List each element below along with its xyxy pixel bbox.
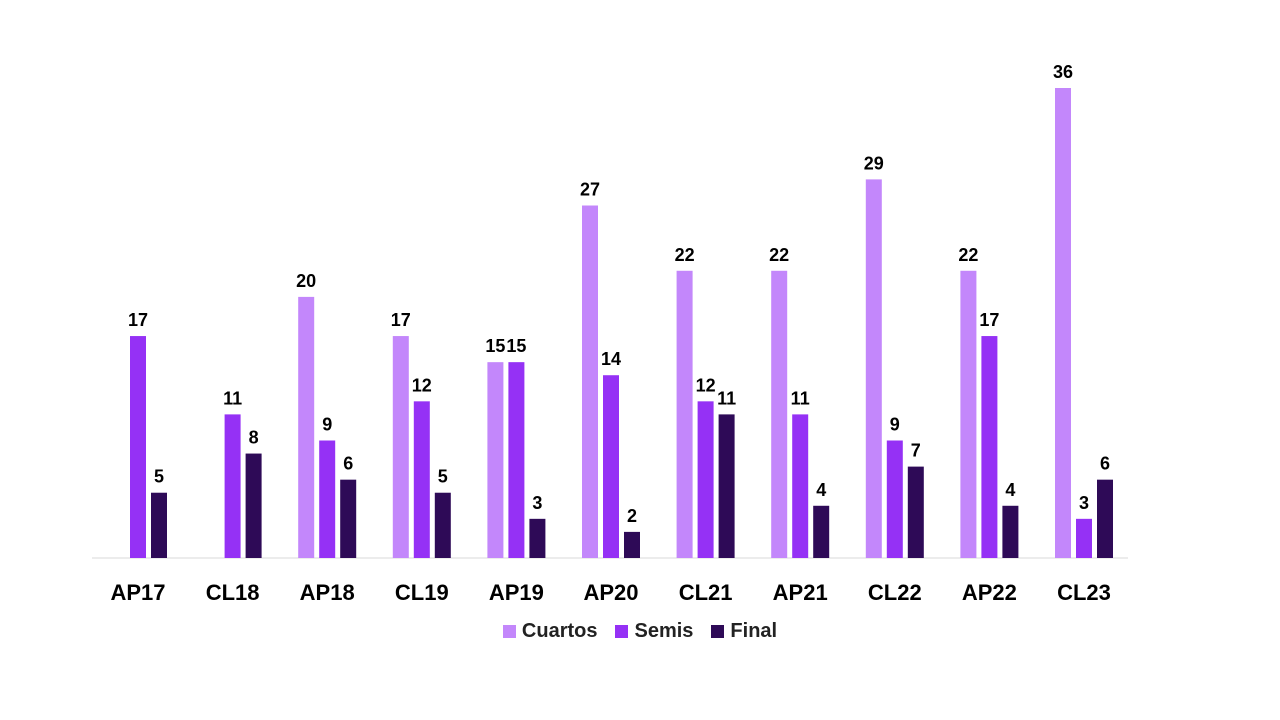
category-label-cl22: CL22 [868, 580, 922, 605]
value-label-cuartos-cl21: 22 [675, 245, 695, 265]
bar-semis-ap17 [130, 336, 146, 558]
value-label-semis-ap20: 14 [601, 349, 621, 369]
value-label-cuartos-cl19: 17 [391, 310, 411, 330]
value-label-semis-ap19: 15 [506, 336, 526, 356]
category-label-ap20: AP20 [583, 580, 638, 605]
value-label-final-ap20: 2 [627, 506, 637, 526]
bar-semis-cl19 [413, 401, 430, 558]
value-label-final-ap22: 4 [1005, 480, 1015, 500]
value-label-cuartos-ap18: 20 [296, 271, 316, 291]
bar-cuartos-ap18 [298, 296, 315, 558]
value-label-final-ap17: 5 [154, 467, 164, 487]
category-label-cl21: CL21 [679, 580, 733, 605]
bar-final-cl18 [245, 453, 262, 558]
category-labels-group: AP17 CL18 AP18 CL19 AP19 AP20 CL21 AP21 CL22 AP22… [110, 580, 1110, 605]
bar-semis-cl21 [697, 401, 714, 558]
bar-final-ap19 [529, 518, 546, 558]
value-label-semis-cl22: 9 [890, 415, 900, 435]
bar-cuartos-cl23 [1055, 88, 1071, 558]
bar-final-cl19 [434, 492, 451, 558]
bar-cuartos-ap20 [582, 205, 598, 558]
value-label-cuartos-ap19: 15 [485, 336, 505, 356]
value-label-final-cl23: 6 [1100, 454, 1110, 474]
legend-swatch-cuartos [502, 625, 516, 638]
bar-semis-cl23 [1076, 518, 1092, 558]
bar-semis-ap21 [792, 414, 809, 558]
legend-label-final: Final [730, 620, 778, 642]
value-label-final-ap18: 6 [343, 454, 353, 474]
value-label-final-cl19: 5 [438, 467, 448, 487]
value-label-cuartos-ap21: 22 [769, 245, 789, 265]
bar-semis-cl22 [886, 440, 903, 558]
value-label-semis-ap21: 11 [791, 388, 810, 408]
bar-cuartos-ap21 [771, 270, 788, 558]
value-label-cuartos-cl22: 29 [864, 153, 884, 173]
bar-final-ap17 [151, 492, 167, 558]
bar-final-cl23 [1097, 479, 1113, 558]
category-label-ap22: AP22 [962, 580, 1017, 605]
bar-cuartos-cl19 [392, 336, 409, 558]
legend: Cuartos Semis Final [0, 620, 1280, 643]
bar-semis-ap20 [603, 375, 619, 558]
bar-cuartos-ap22 [960, 270, 977, 558]
value-label-final-ap19: 3 [532, 493, 542, 513]
value-label-semis-ap22: 17 [979, 310, 999, 330]
bar-semis-ap18 [319, 440, 336, 558]
value-label-cuartos-ap22: 22 [958, 245, 978, 265]
bar-final-cl22 [907, 466, 924, 558]
value-label-semis-ap17: 17 [128, 310, 148, 330]
legend-label-semis: Semis [634, 620, 694, 642]
value-label-semis-ap18: 9 [322, 415, 332, 435]
legend-swatch-semis [615, 625, 629, 638]
value-label-semis-cl21: 12 [696, 375, 716, 395]
bar-semis-ap19 [508, 362, 525, 558]
bar-cuartos-cl22 [865, 179, 882, 558]
category-label-ap19: AP19 [489, 580, 544, 605]
legend-item-cuartos: Cuartos [502, 620, 598, 643]
bars-group [130, 88, 1113, 558]
value-label-cuartos-cl23: 36 [1053, 62, 1073, 82]
value-label-semis-cl18: 11 [223, 388, 242, 408]
category-label-cl18: CL18 [206, 580, 260, 605]
legend-item-final: Final [711, 620, 777, 643]
bar-semis-ap22 [981, 336, 998, 558]
legend-label-cuartos: Cuartos [521, 620, 598, 642]
bar-final-cl21 [718, 414, 735, 558]
value-label-final-cl18: 8 [249, 428, 259, 448]
category-label-ap17: AP17 [110, 580, 165, 605]
value-label-cuartos-ap20: 27 [580, 180, 600, 200]
bar-cuartos-cl21 [676, 270, 693, 558]
bar-final-ap22 [1002, 505, 1019, 558]
bar-cuartos-ap19 [487, 362, 504, 558]
value-label-final-cl21: 11 [717, 388, 736, 408]
category-label-ap18: AP18 [300, 580, 355, 605]
category-label-cl19: CL19 [395, 580, 449, 605]
category-label-cl23: CL23 [1057, 580, 1111, 605]
value-label-final-cl22: 7 [911, 441, 921, 461]
bar-semis-cl18 [224, 414, 241, 558]
bar-final-ap20 [624, 531, 640, 558]
category-label-ap21: AP21 [773, 580, 828, 605]
legend-item-semis: Semis [615, 620, 693, 643]
bar-final-ap21 [813, 505, 830, 558]
bar-final-ap18 [340, 479, 357, 558]
value-label-semis-cl23: 3 [1079, 493, 1089, 513]
value-label-final-ap21: 4 [816, 480, 826, 500]
legend-swatch-final [711, 625, 725, 638]
value-label-semis-cl19: 12 [412, 375, 432, 395]
